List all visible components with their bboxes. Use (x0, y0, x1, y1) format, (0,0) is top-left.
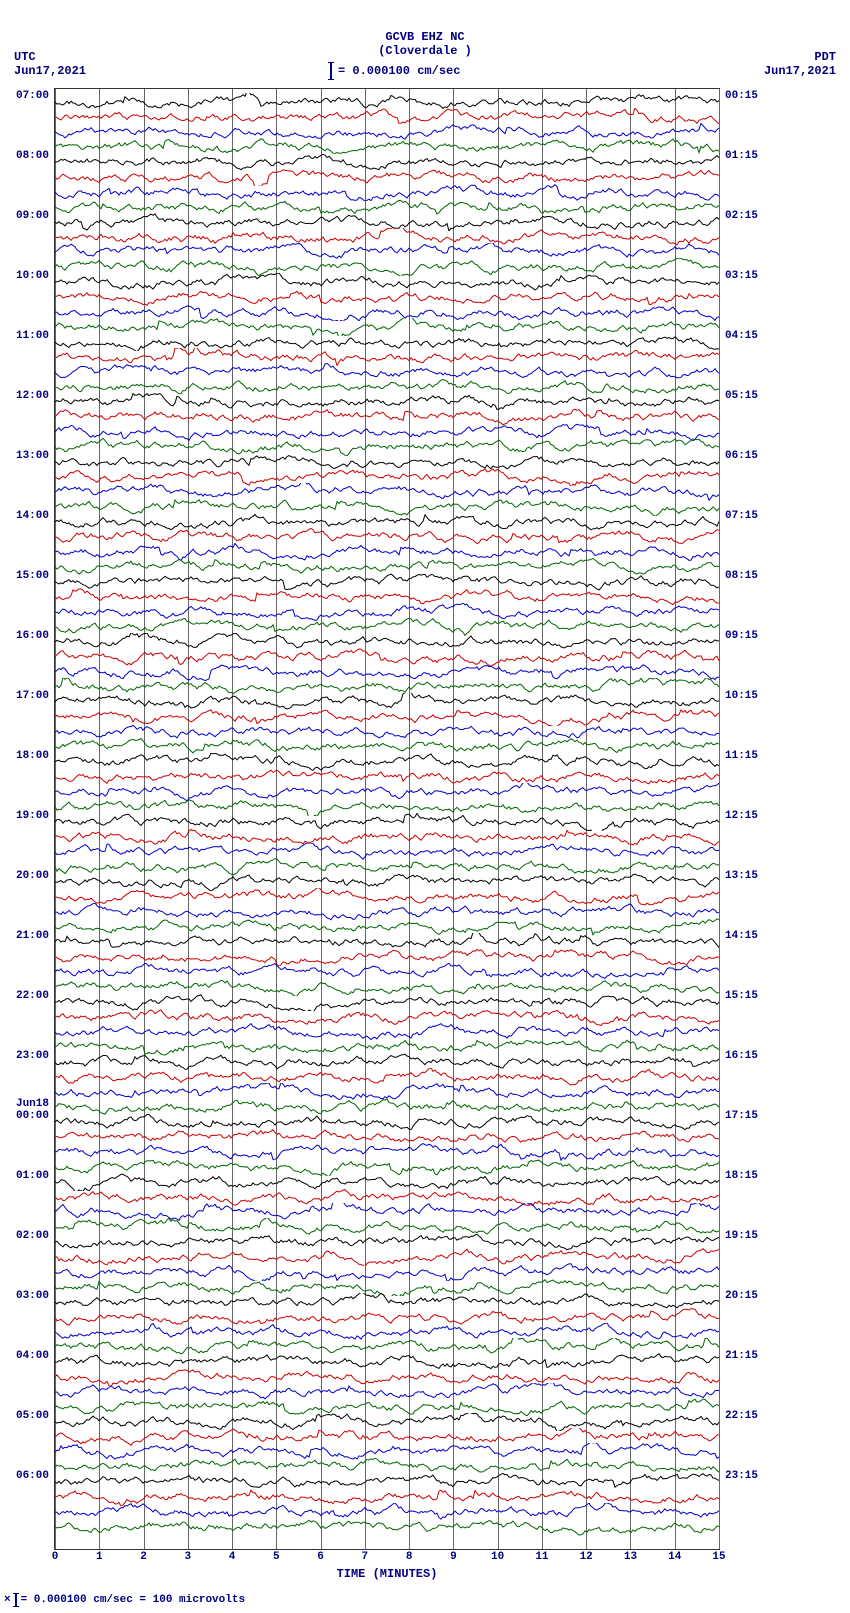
scale-bar-icon (330, 62, 332, 80)
pdt-hour-label: 17:15 (725, 1110, 845, 1122)
right-date: Jun17,2021 (764, 64, 836, 78)
pdt-hour-label: 13:15 (725, 870, 845, 882)
pdt-hour-label: 15:15 (725, 990, 845, 1002)
utc-hour-label: 20:00 (0, 870, 49, 882)
x-tick-label: 3 (184, 1551, 191, 1563)
x-tick-label: 5 (273, 1551, 280, 1563)
trace-row (55, 1521, 719, 1536)
pdt-hour-label: 04:15 (725, 330, 845, 342)
utc-hour-label: 04:00 (0, 1350, 49, 1362)
utc-hour-label: 19:00 (0, 810, 49, 822)
header-center: GCVB EHZ NC (Cloverdale ) (0, 30, 850, 58)
scale-bar: = 0.000100 cm/sec (330, 62, 460, 80)
left-date: Jun17,2021 (14, 64, 86, 78)
utc-hour-label: 23:00 (0, 1050, 49, 1062)
pdt-hour-label: 07:15 (725, 510, 845, 522)
pdt-hour-label: 12:15 (725, 810, 845, 822)
utc-hour-label: 02:00 (0, 1230, 49, 1242)
footer-scale: × = 0.000100 cm/sec = 100 microvolts (4, 1593, 245, 1607)
pdt-hour-label: 03:15 (725, 270, 845, 282)
utc-hour-label: 06:00 (0, 1470, 49, 1482)
footer-prefix: × (4, 1594, 11, 1606)
pdt-hour-label: 05:15 (725, 390, 845, 402)
utc-hour-label: 11:00 (0, 330, 49, 342)
x-tick-label: 6 (317, 1551, 324, 1563)
pdt-hour-label: 20:15 (725, 1290, 845, 1302)
x-tick-label: 4 (229, 1551, 236, 1563)
utc-hour-label: 01:00 (0, 1170, 49, 1182)
left-tz: UTC (14, 50, 86, 64)
pdt-hour-label: 00:15 (725, 90, 845, 102)
utc-hour-label: 14:00 (0, 510, 49, 522)
utc-hour-label: 15:00 (0, 570, 49, 582)
gridline-v (719, 89, 720, 1549)
x-tick-label: 2 (140, 1551, 147, 1563)
utc-hour-label: 07:00 (0, 90, 49, 102)
header-left: UTC Jun17,2021 (14, 50, 86, 78)
x-tick-label: 14 (668, 1551, 681, 1563)
x-tick-label: 8 (406, 1551, 413, 1563)
pdt-hour-label: 16:15 (725, 1050, 845, 1062)
pdt-hour-label: 11:15 (725, 750, 845, 762)
pdt-hour-label: 18:15 (725, 1170, 845, 1182)
x-axis-label: TIME (MINUTES) (55, 1567, 719, 1581)
seismogram-page: GCVB EHZ NC (Cloverdale ) UTC Jun17,2021… (0, 0, 850, 1613)
station-location: (Cloverdale ) (0, 44, 850, 58)
pdt-hour-label: 23:15 (725, 1470, 845, 1482)
pdt-hour-label: 22:15 (725, 1410, 845, 1422)
pdt-hour-label: 21:15 (725, 1350, 845, 1362)
utc-hour-label: 08:00 (0, 150, 49, 162)
pdt-hour-label: 01:15 (725, 150, 845, 162)
pdt-hour-label: 08:15 (725, 570, 845, 582)
x-tick-label: 9 (450, 1551, 457, 1563)
utc-hour-label: 17:00 (0, 690, 49, 702)
utc-hour-label: 03:00 (0, 1290, 49, 1302)
x-tick-label: 15 (712, 1551, 725, 1563)
utc-hour-label: Jun1800:00 (0, 1098, 49, 1122)
pdt-hour-label: 10:15 (725, 690, 845, 702)
utc-hour-label: 18:00 (0, 750, 49, 762)
footer-scale-bar-icon (15, 1593, 17, 1607)
pdt-hour-label: 06:15 (725, 450, 845, 462)
x-tick-label: 13 (624, 1551, 637, 1563)
pdt-hour-label: 19:15 (725, 1230, 845, 1242)
scale-text: = 0.000100 cm/sec (338, 64, 460, 78)
utc-hour-label: 13:00 (0, 450, 49, 462)
header-right: PDT Jun17,2021 (764, 50, 836, 78)
right-tz: PDT (764, 50, 836, 64)
pdt-hour-label: 02:15 (725, 210, 845, 222)
footer-text: = 0.000100 cm/sec = 100 microvolts (21, 1594, 245, 1606)
utc-hour-label: 21:00 (0, 930, 49, 942)
x-tick-label: 0 (52, 1551, 59, 1563)
station-code: GCVB EHZ NC (0, 30, 850, 44)
helicorder-plot: TIME (MINUTES) 012345678910111213141507:… (54, 88, 720, 1550)
utc-hour-label: 05:00 (0, 1410, 49, 1422)
utc-hour-label: 22:00 (0, 990, 49, 1002)
x-tick-label: 1 (96, 1551, 103, 1563)
pdt-hour-label: 09:15 (725, 630, 845, 642)
x-tick-label: 7 (362, 1551, 369, 1563)
utc-hour-label: 12:00 (0, 390, 49, 402)
pdt-hour-label: 14:15 (725, 930, 845, 942)
x-tick-label: 10 (491, 1551, 504, 1563)
utc-hour-label: 10:00 (0, 270, 49, 282)
x-tick-label: 12 (580, 1551, 593, 1563)
utc-hour-label: 09:00 (0, 210, 49, 222)
x-tick-label: 11 (535, 1551, 548, 1563)
utc-hour-label: 16:00 (0, 630, 49, 642)
